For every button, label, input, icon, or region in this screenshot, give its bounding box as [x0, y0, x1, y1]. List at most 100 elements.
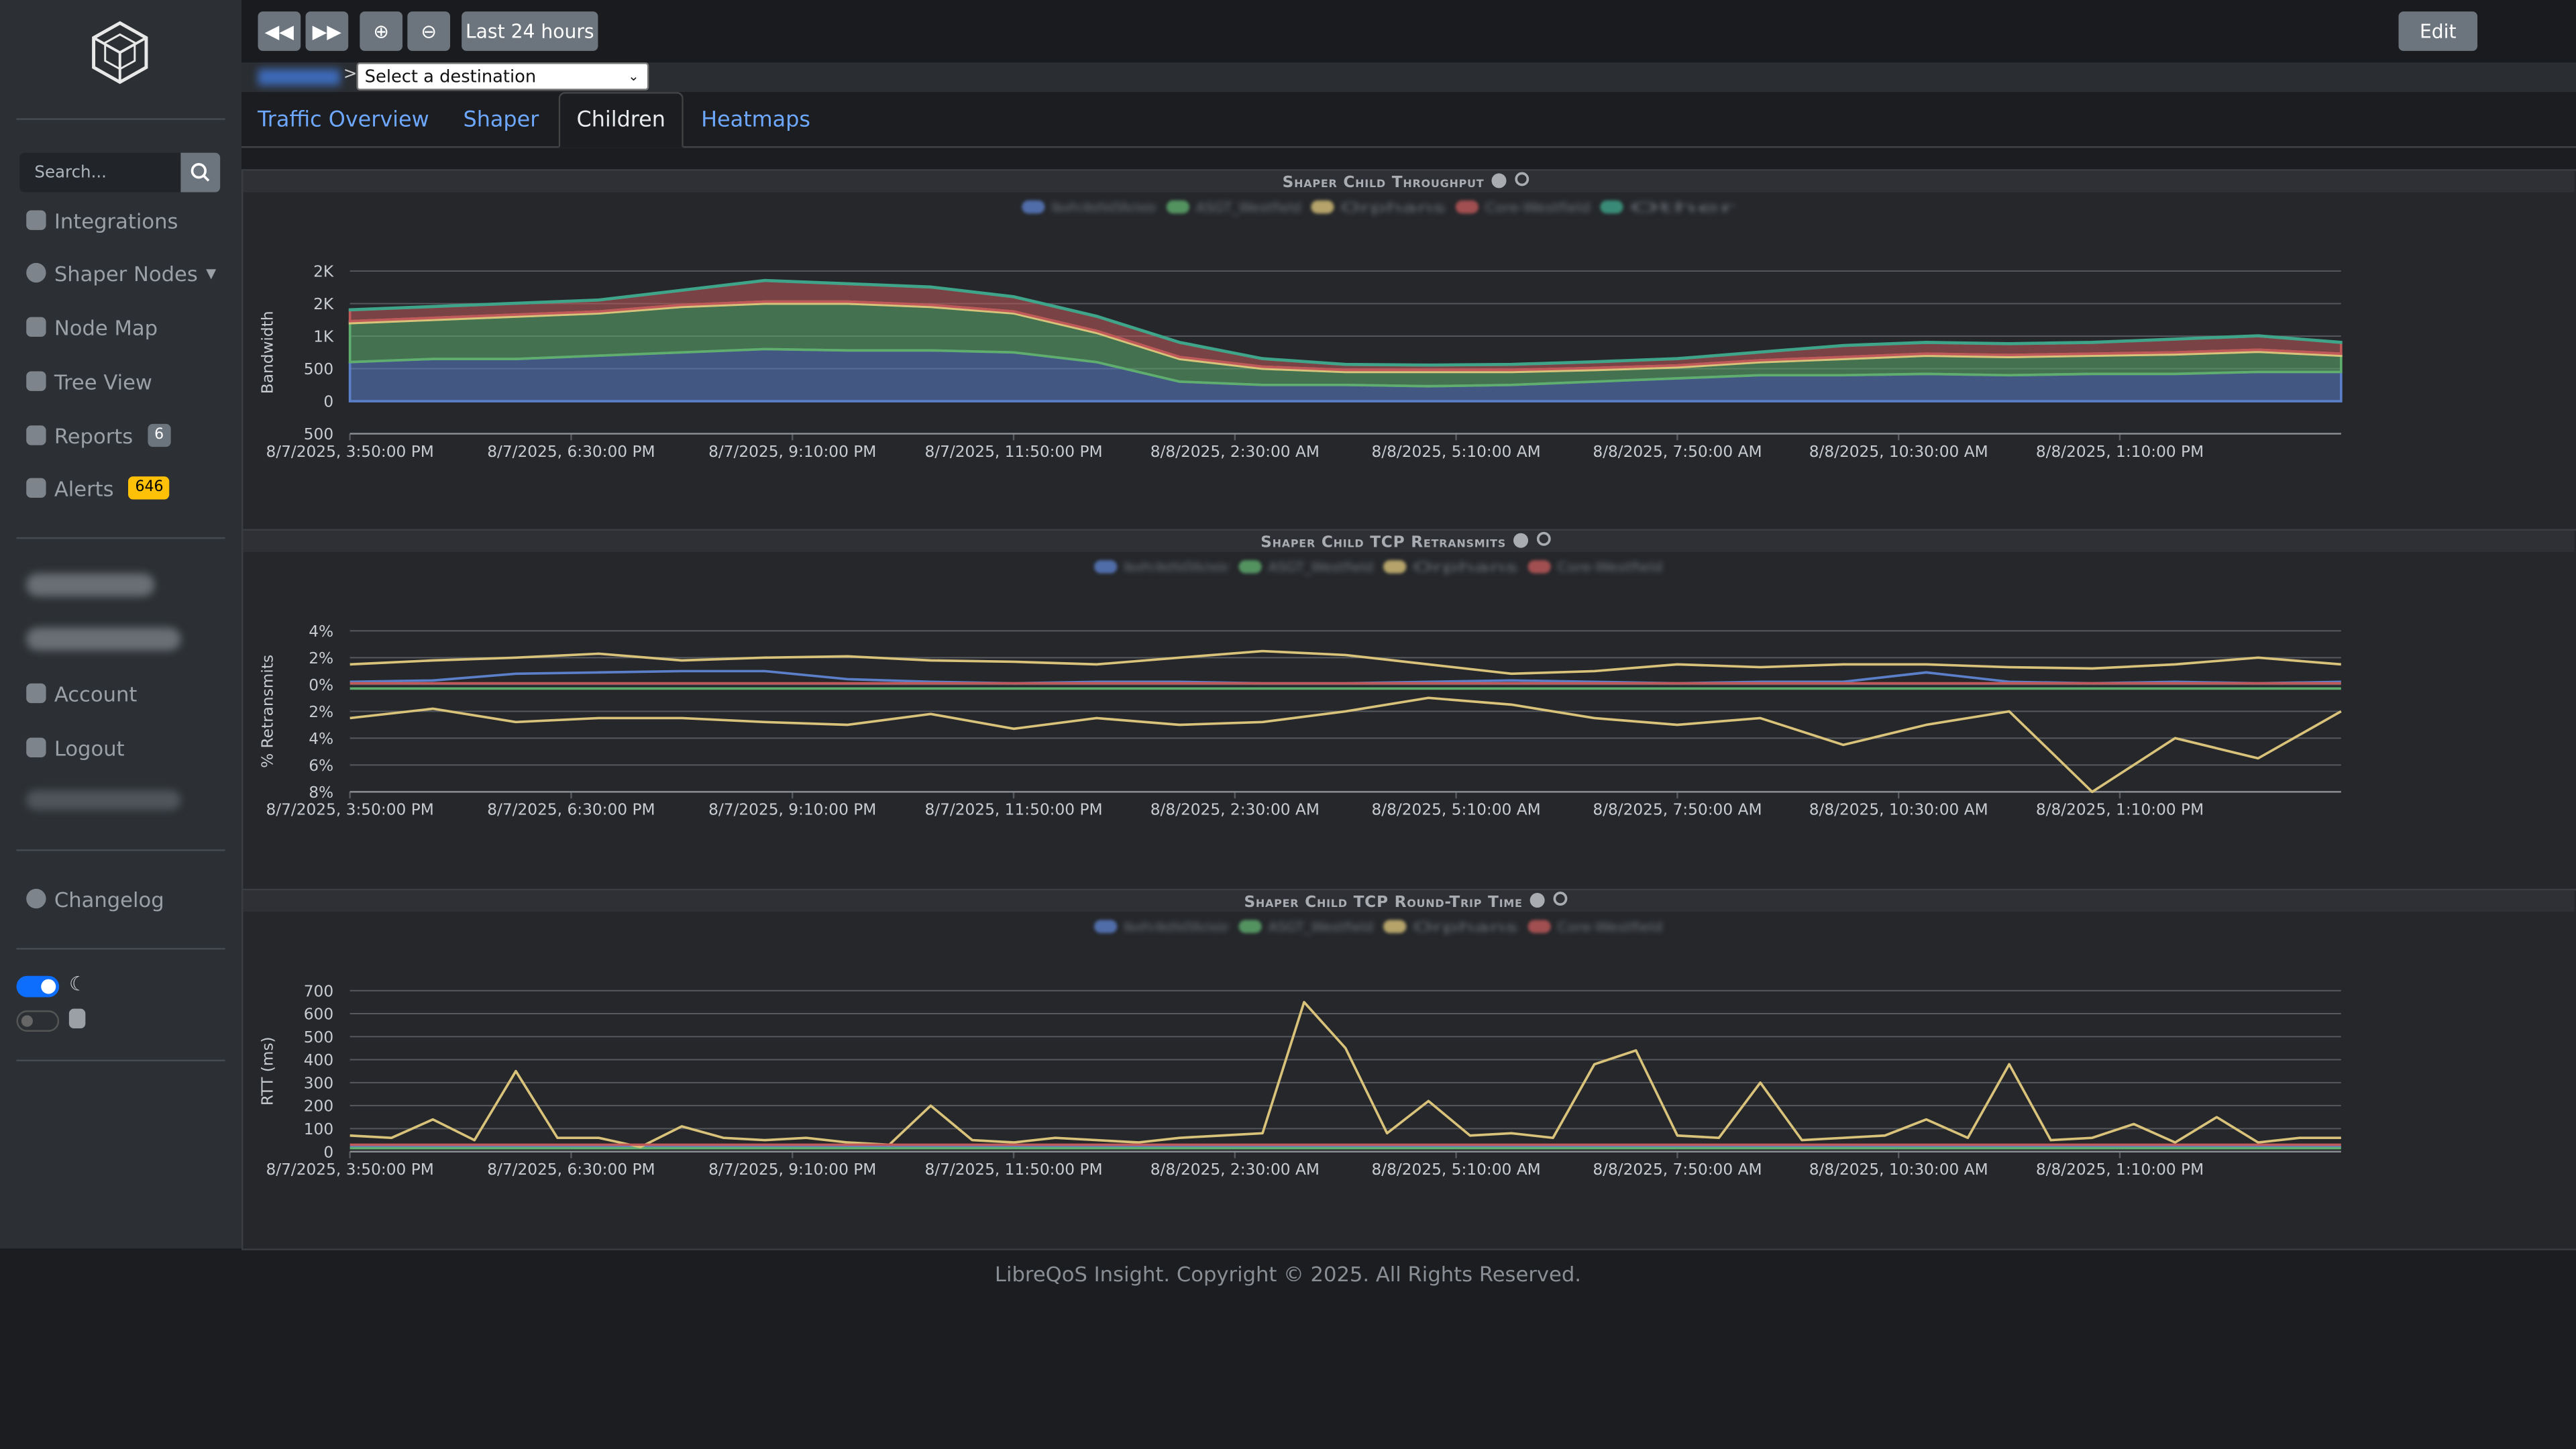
nav-label: Account: [54, 681, 138, 706]
legend-label: Core-Westfield: [1558, 920, 1663, 935]
nav-node-map[interactable]: Node Map: [26, 312, 158, 341]
legend-swatch: [1311, 200, 1334, 214]
nav-label: Integrations: [54, 207, 178, 233]
breadcrumb-link[interactable]: [258, 68, 340, 86]
x-tick-label: 8/8/2025, 1:10:00 PM: [2036, 801, 2204, 819]
divider: [16, 849, 225, 851]
forward-button[interactable]: ▶▶: [305, 11, 349, 51]
moon-icon: ☾: [68, 972, 87, 996]
legend-label: Orphans: [1413, 559, 1518, 575]
tab[interactable]: Shaper: [463, 107, 539, 133]
x-tick-label: 8/8/2025, 10:30:00 AM: [1809, 801, 1988, 819]
y-tick-label: 2K: [313, 263, 334, 281]
legend-swatch: [1094, 560, 1118, 574]
x-tick-label: 8/7/2025, 9:10:00 PM: [708, 801, 876, 819]
rewind-button[interactable]: ◀◀: [258, 11, 301, 51]
x-tick-label: 8/8/2025, 2:30:00 AM: [1150, 801, 1320, 819]
x-tick-label: 8/8/2025, 5:10:00 AM: [1372, 443, 1541, 461]
y-tick-label: 300: [304, 1074, 333, 1092]
divider: [16, 537, 225, 539]
nav-tree-view[interactable]: Tree View: [26, 366, 152, 396]
legend-swatch: [1238, 560, 1262, 574]
legend-swatch: [1238, 920, 1262, 934]
legend-swatch: [1022, 200, 1045, 214]
line: [350, 649, 2341, 676]
nav-shaper-nodes[interactable]: Shaper Nodes ▼: [26, 258, 216, 287]
y-axis-label: RTT (ms): [259, 1036, 277, 1106]
nav-reports[interactable]: Reports 6: [26, 421, 170, 450]
search-icon: [191, 163, 210, 182]
legend-label: Core-Westfield: [1485, 200, 1591, 215]
zoom-out-button[interactable]: ⊖: [407, 11, 451, 51]
x-tick-label: 8/8/2025, 10:30:00 AM: [1809, 443, 1988, 461]
nav-label: Logout: [54, 735, 125, 760]
legend-label: Orphans: [1413, 920, 1518, 935]
edit-button[interactable]: Edit: [2398, 11, 2478, 51]
destination-select[interactable]: Select a destination ⌄: [356, 62, 649, 91]
legend-swatch: [1527, 920, 1551, 934]
legend-label: ASGT_Westfield: [1269, 559, 1374, 575]
chart-title: Shaper Child TCP Round-Trip Time: [1244, 893, 1522, 911]
y-tick-label: 2K: [313, 295, 334, 313]
search-button[interactable]: [180, 152, 221, 193]
x-tick-label: 8/8/2025, 7:50:00 AM: [1593, 443, 1762, 461]
x-tick-label: 8/8/2025, 5:10:00 AM: [1372, 801, 1541, 819]
tab[interactable]: Traffic Overview: [257, 107, 429, 133]
x-tick-label: 8/7/2025, 6:30:00 PM: [487, 801, 655, 819]
privacy-toggle[interactable]: [16, 1010, 60, 1032]
x-tick-label: 8/7/2025, 6:30:00 PM: [487, 1161, 655, 1179]
x-tick-label: 8/8/2025, 10:30:00 AM: [1809, 1161, 1988, 1179]
footer: LibreQoS Insight. Copyright © 2025. All …: [994, 1261, 1582, 1287]
y-tick-label: 500: [304, 425, 333, 443]
x-tick-label: 8/7/2025, 9:10:00 PM: [708, 443, 876, 461]
toolbar: [241, 0, 2576, 63]
line: [350, 696, 2342, 794]
legend-label: WavePro-WestfieldToRochester: [1124, 559, 1229, 575]
nav-label: Shaper Nodes: [54, 260, 198, 285]
legend-swatch: [1383, 920, 1407, 934]
y-tick-label: 0: [323, 1143, 333, 1161]
nav-logout[interactable]: Logout: [26, 733, 125, 762]
zoom-icon: [1553, 892, 1568, 906]
legend-label: WavePro-WestfieldToRochester: [1124, 920, 1229, 935]
tab[interactable]: Heatmaps: [701, 107, 810, 133]
y-axis-label: % Retransmits: [259, 655, 277, 768]
x-tick-label: 8/7/2025, 3:50:00 PM: [266, 443, 433, 461]
nav-alerts[interactable]: Alerts 646: [26, 473, 170, 502]
range-button[interactable]: Last 24 hours: [462, 11, 598, 51]
nav-label: Changelog: [54, 886, 164, 911]
x-tick-label: 8/8/2025, 5:10:00 AM: [1372, 1161, 1541, 1179]
blurred-item: [26, 627, 181, 651]
legend-label: Other: [1629, 200, 1736, 215]
x-tick-label: 8/8/2025, 1:10:00 PM: [2036, 1161, 2204, 1179]
x-tick-label: 8/7/2025, 3:50:00 PM: [266, 1161, 433, 1179]
area: [348, 278, 2343, 367]
y-tick-label: 1K: [313, 328, 334, 346]
chart-header: [243, 531, 2575, 552]
chart-header: [243, 170, 2575, 193]
zoom-icon: [1536, 531, 1551, 546]
select-label: Select a destination: [364, 66, 537, 87]
dark-mode-toggle[interactable]: [16, 975, 60, 998]
y-tick-label: 200: [304, 1097, 333, 1116]
y-tick-label: 2%: [309, 649, 333, 667]
search-input[interactable]: Search...: [19, 152, 181, 193]
legend-swatch: [1600, 200, 1623, 214]
zoom-in-button[interactable]: ⊕: [360, 11, 403, 51]
y-tick-label: 100: [304, 1120, 333, 1138]
y-tick-label: 400: [304, 1051, 333, 1069]
y-tick-label: 4%: [309, 623, 333, 641]
chart-title: Shaper Child Throughput: [1283, 173, 1485, 191]
zoom-icon: [1515, 172, 1529, 186]
tab-active[interactable]: Children: [558, 92, 684, 148]
y-tick-label: 500: [304, 360, 333, 378]
divider: [16, 1059, 225, 1062]
chart-panel: [241, 529, 2576, 891]
nav-changelog[interactable]: Changelog: [26, 884, 164, 914]
nav-label: Reports: [54, 423, 133, 448]
nav-integrations[interactable]: Integrations: [26, 205, 178, 235]
nav-account[interactable]: Account: [26, 678, 137, 708]
logo[interactable]: [89, 19, 151, 85]
